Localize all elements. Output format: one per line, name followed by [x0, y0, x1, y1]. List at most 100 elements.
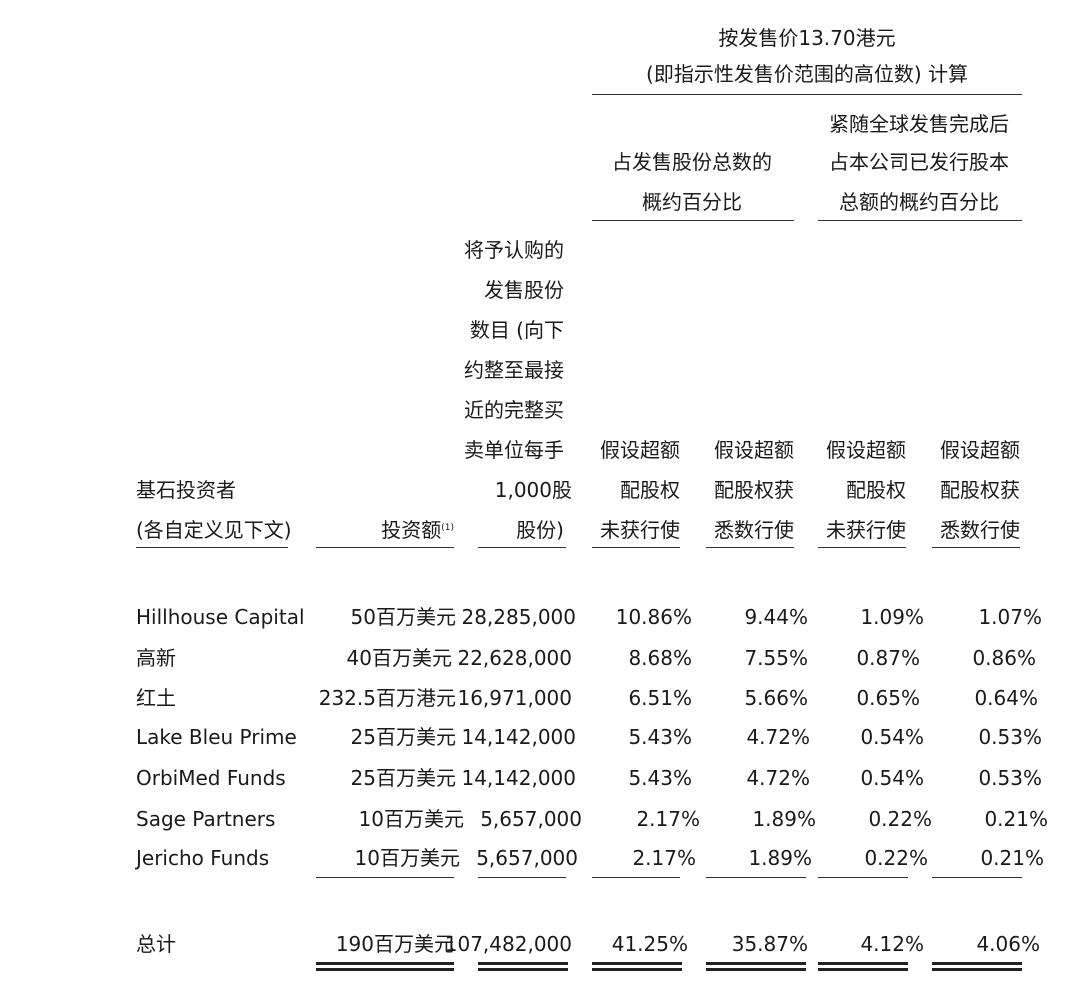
row-shares: 14,142,000	[461, 725, 576, 749]
row-col-a: 2.17%	[632, 846, 696, 870]
subtotal-rule-shares	[478, 877, 566, 878]
col-a-header-line3: 未获行使	[600, 518, 680, 542]
price-header-line2: (即指示性发售价范围的高位数) 计算	[646, 62, 968, 86]
amount-header: 投资额(1)	[320, 518, 454, 542]
row-amount: 10百万美元	[354, 846, 460, 870]
subtotal-rule-col-b	[706, 877, 806, 878]
group2-rule	[818, 220, 1022, 221]
col-c-header-line1: 假设超额	[826, 438, 906, 462]
group2-header-line2: 占本公司已发行股本	[829, 150, 1009, 174]
shares-header-line2: 发售股份	[484, 278, 564, 302]
col-c-header-line2: 配股权	[846, 478, 906, 502]
row-col-a: 5.43%	[628, 766, 692, 790]
row-col-b: 5.66%	[744, 686, 808, 710]
row-col-d: 0.21%	[980, 846, 1044, 870]
row-col-c: 0.54%	[860, 766, 924, 790]
row-col-d: 0.21%	[984, 807, 1048, 831]
row-amount: 232.5百万港元	[318, 686, 456, 710]
shares-header-line8: 股份)	[516, 518, 564, 542]
total-double-rule-col-b	[706, 962, 806, 971]
col-b-header-line2: 配股权获	[714, 478, 794, 502]
row-col-b: 4.72%	[746, 766, 810, 790]
price-header-line1: 按发售价13.70港元	[718, 26, 896, 50]
header-rule-shares	[478, 547, 566, 548]
row-col-b: 9.44%	[744, 605, 808, 629]
row-col-d: 0.86%	[972, 646, 1036, 670]
header-rule-col-a	[592, 547, 680, 548]
col-d-header-line3: 悉数行使	[940, 518, 1020, 542]
row-investor: Hillhouse Capital	[136, 605, 305, 629]
col-b-header-line3: 悉数行使	[714, 518, 794, 542]
total-double-rule-col-a	[592, 962, 682, 971]
total-double-rule-col-d	[932, 962, 1022, 971]
row-col-d: 0.53%	[978, 725, 1042, 749]
col-d-header-line1: 假设超额	[940, 438, 1020, 462]
shares-header-line3: 数目 (向下	[469, 318, 564, 342]
row-col-b: 7.55%	[744, 646, 808, 670]
investor-header-line1: 基石投资者	[136, 478, 236, 502]
row-col-a: 6.51%	[628, 686, 692, 710]
header-rule-investor	[136, 547, 288, 548]
subtotal-rule-col-c	[818, 877, 908, 878]
row-col-d: 1.07%	[978, 605, 1042, 629]
row-shares: 14,142,000	[461, 766, 576, 790]
total-shares: 107,482,000	[444, 932, 572, 956]
row-col-c: 0.22%	[868, 807, 932, 831]
amount-header-label: 投资额	[381, 518, 442, 542]
total-amount: 190百万美元	[335, 932, 454, 956]
row-col-b: 1.89%	[748, 846, 812, 870]
row-col-a: 8.68%	[628, 646, 692, 670]
row-col-c: 1.09%	[860, 605, 924, 629]
shares-header-line4: 约整至最接	[464, 358, 564, 382]
subtotal-rule-col-a	[592, 877, 680, 878]
row-col-a: 10.86%	[615, 605, 692, 629]
header-rule-col-c	[818, 547, 906, 548]
row-amount: 10百万美元	[358, 807, 464, 831]
row-col-b: 4.72%	[746, 725, 810, 749]
col-a-header-line1: 假设超额	[600, 438, 680, 462]
total-double-rule-amount	[316, 962, 454, 971]
subtotal-rule-col-d	[932, 877, 1022, 878]
row-col-c: 0.65%	[856, 686, 920, 710]
total-col-c: 4.12%	[860, 932, 924, 956]
total-double-rule-shares	[478, 962, 568, 971]
row-col-c: 0.22%	[864, 846, 928, 870]
total-double-rule-col-c	[818, 962, 908, 971]
price-header-rule	[592, 94, 1022, 95]
row-col-a: 2.17%	[636, 807, 700, 831]
row-col-d: 0.64%	[974, 686, 1038, 710]
row-investor: 高新	[136, 646, 176, 670]
amount-footnote-marker: (1)	[441, 523, 454, 533]
group2-header-line1: 紧随全球发售完成后	[829, 112, 1009, 136]
row-investor: Lake Bleu Prime	[136, 725, 297, 749]
total-label: 总计	[136, 932, 176, 956]
group1-header-line1: 占发售股份总数的	[612, 150, 772, 174]
row-shares: 5,657,000	[480, 807, 582, 831]
row-investor: OrbiMed Funds	[136, 766, 286, 790]
col-a-header-line2: 配股权	[620, 478, 680, 502]
total-col-b: 35.87%	[731, 932, 808, 956]
row-shares: 22,628,000	[457, 646, 572, 670]
row-amount: 25百万美元	[350, 766, 456, 790]
group1-header-line2: 概约百分比	[642, 190, 742, 214]
row-shares: 5,657,000	[476, 846, 578, 870]
shares-header-line1: 将予认购的	[464, 238, 564, 262]
row-col-d: 0.53%	[978, 766, 1042, 790]
shares-header-line5: 近的完整买	[464, 398, 564, 422]
row-col-b: 1.89%	[752, 807, 816, 831]
shares-header-line6: 卖单位每手	[464, 438, 564, 462]
row-amount: 25百万美元	[350, 725, 456, 749]
row-amount: 50百万美元	[350, 605, 456, 629]
col-d-header-line2: 配股权获	[940, 478, 1020, 502]
header-rule-col-b	[706, 547, 794, 548]
group2-header-line3: 总额的概约百分比	[839, 190, 999, 214]
col-c-header-line3: 未获行使	[826, 518, 906, 542]
row-shares: 16,971,000	[457, 686, 572, 710]
row-amount: 40百万美元	[346, 646, 452, 670]
header-rule-col-d	[932, 547, 1020, 548]
investor-header-line2: (各自定义见下文)	[136, 518, 292, 542]
row-investor: Sage Partners	[136, 807, 276, 831]
row-investor: 红土	[136, 686, 176, 710]
col-b-header-line1: 假设超额	[714, 438, 794, 462]
row-col-c: 0.87%	[856, 646, 920, 670]
